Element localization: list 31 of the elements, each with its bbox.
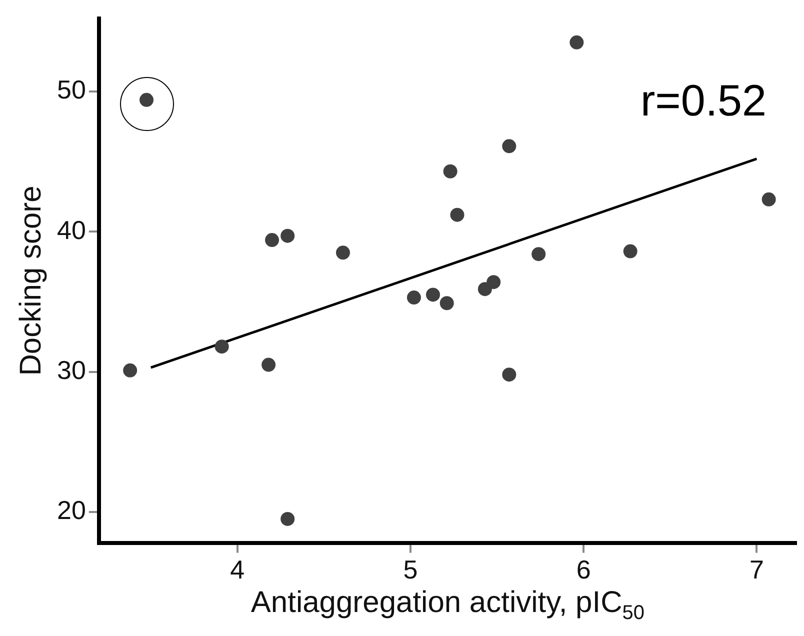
point (623, 244, 638, 258)
x-tick-label: 5 (403, 554, 418, 585)
y-tick-label: 30 (57, 354, 86, 385)
y-tick-label: 50 (57, 74, 86, 105)
point (502, 139, 516, 154)
point (478, 282, 492, 296)
point (123, 363, 138, 378)
point (336, 246, 350, 260)
annotation: r=0.52 (640, 76, 766, 126)
y-tick-label: 40 (57, 214, 86, 245)
point (486, 275, 501, 290)
point (214, 340, 229, 354)
point (406, 290, 421, 305)
point (265, 233, 280, 248)
point (762, 192, 776, 206)
point (440, 296, 454, 310)
x-tick-label: 4 (230, 554, 245, 585)
point (262, 358, 276, 372)
point (280, 512, 295, 526)
point (502, 368, 516, 382)
point (280, 228, 295, 243)
point (450, 208, 464, 222)
x-tick-label: 6 (576, 554, 591, 585)
point (443, 164, 458, 178)
x-tick-label: 7 (749, 554, 764, 585)
y-axis-title: Docking score (14, 186, 48, 376)
y-tick-label: 20 (57, 495, 86, 526)
x-axis-title: Antiaggregation activity, pIC$_{50}$ (250, 586, 644, 625)
point (426, 288, 440, 302)
point (532, 247, 546, 262)
point (570, 35, 584, 50)
